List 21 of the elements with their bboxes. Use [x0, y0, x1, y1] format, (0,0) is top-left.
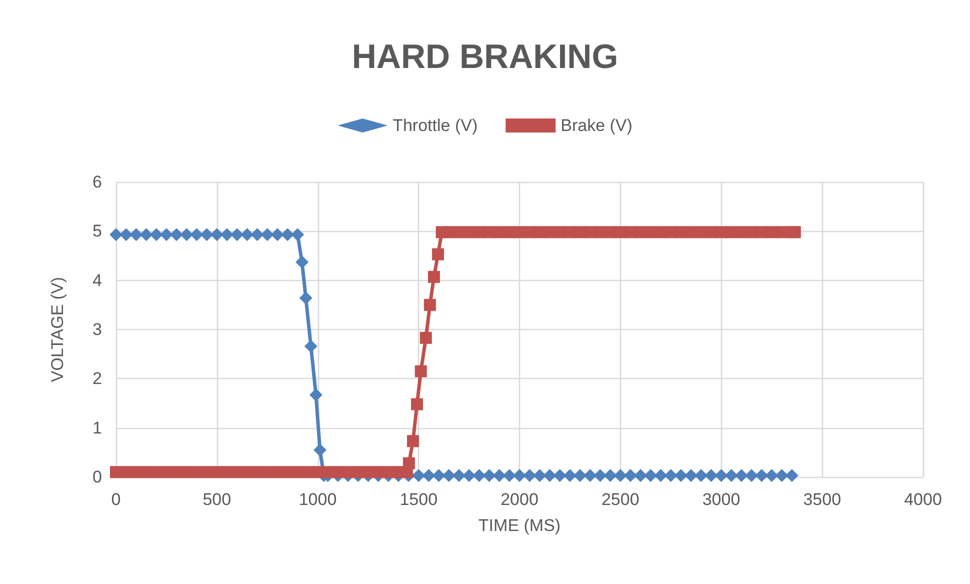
y-axis-title: VOLTAGE (V) [48, 276, 67, 382]
x-tick-label: 0 [111, 490, 121, 509]
x-tick-label: 1000 [298, 490, 337, 509]
y-tick-label: 2 [92, 369, 102, 388]
y-tick-label: 4 [92, 270, 102, 290]
x-tick-label: 500 [202, 490, 232, 509]
chart-title: HARD BRAKING [352, 38, 618, 76]
legend-label: Throttle (V) [392, 116, 478, 135]
x-tick-label: 2500 [601, 490, 640, 509]
x-tick-label: 1500 [400, 490, 438, 509]
y-tick-label: 3 [92, 320, 102, 339]
y-tick-label: 1 [92, 418, 102, 438]
legend-label: Brake (V) [560, 116, 632, 135]
x-tick-label: 3500 [803, 490, 842, 509]
x-axis-title: TIME (MS) [478, 516, 561, 535]
x-tick-label: 4000 [904, 490, 942, 509]
x-tick-label: 3000 [702, 490, 740, 509]
y-tick-label: 6 [92, 172, 102, 192]
x-tick-label: 2000 [500, 490, 538, 509]
y-tick-label: 5 [92, 222, 102, 241]
y-tick-label: 0 [92, 468, 102, 486]
